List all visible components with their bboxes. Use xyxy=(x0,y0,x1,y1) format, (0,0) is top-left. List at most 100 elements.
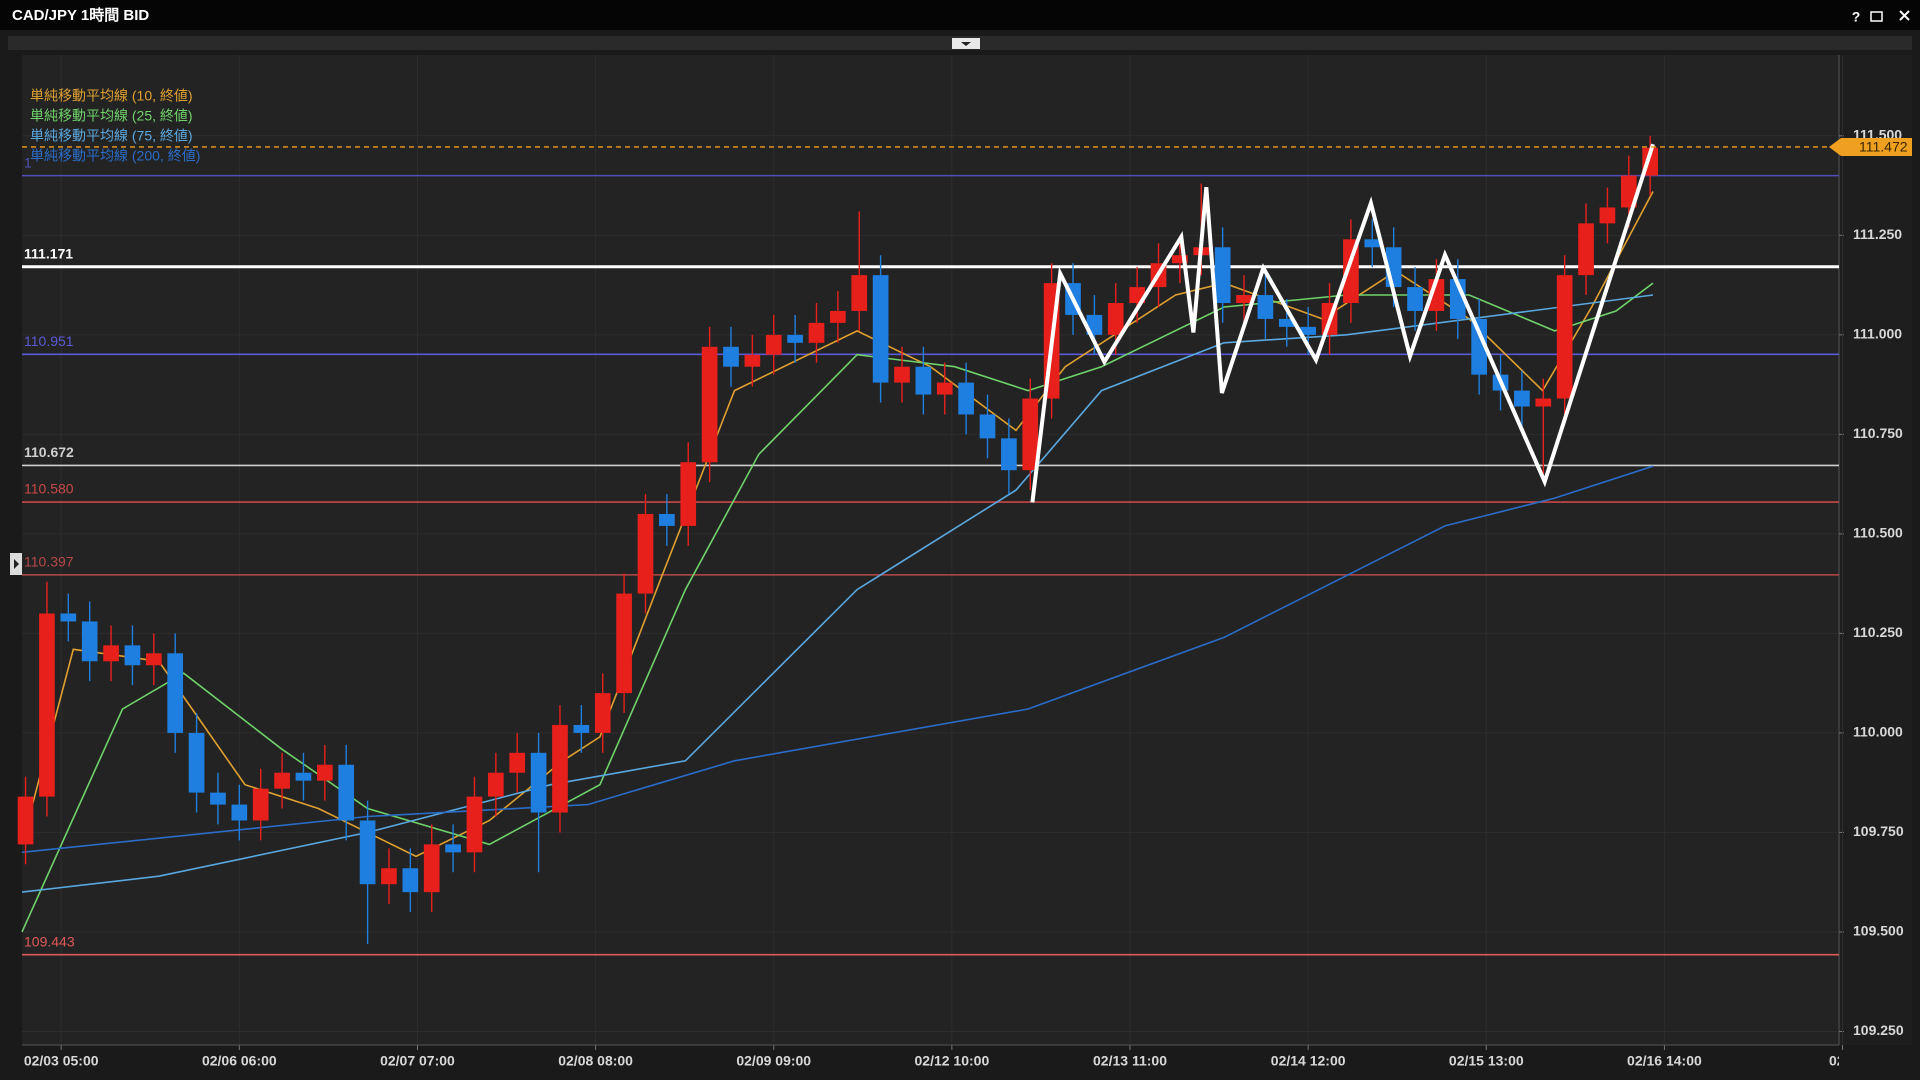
x-tick-label: 02/15 13:00 xyxy=(1449,1053,1524,1069)
candle-body xyxy=(1514,390,1530,407)
close-button[interactable] xyxy=(1899,10,1910,21)
candle-body xyxy=(509,752,526,773)
x-tick-label: 02/07 07:00 xyxy=(380,1053,455,1069)
price-axis xyxy=(1839,55,1912,1045)
candle-body xyxy=(381,868,397,885)
current-price-tag xyxy=(1829,137,1912,156)
current-price-label: 111.472 xyxy=(1859,139,1908,155)
maximize-button[interactable] xyxy=(1870,11,1883,22)
y-tick-label: 110.000 xyxy=(1853,724,1903,740)
x-tick-label: 02/12 10:00 xyxy=(915,1053,990,1069)
level-label: 111.171 xyxy=(24,245,73,261)
plot-area xyxy=(22,55,1839,1045)
candle-body xyxy=(1599,207,1616,224)
x-tick-label: 02/13 11:00 xyxy=(1093,1053,1167,1069)
candle-body xyxy=(1001,438,1017,471)
candle-body xyxy=(723,346,739,367)
candle-body xyxy=(637,513,654,594)
candle-body xyxy=(552,724,568,813)
legend-entry: 単純移動平均線 (200, 終値) xyxy=(30,148,200,164)
candle-body xyxy=(936,382,953,395)
candle-body xyxy=(466,796,483,853)
candle-body xyxy=(979,414,996,439)
candle-body xyxy=(573,724,590,733)
collapse-arrow xyxy=(961,42,971,46)
y-tick-label: 110.500 xyxy=(1853,525,1903,541)
level-label: 110.580 xyxy=(24,481,74,497)
candle-body xyxy=(894,366,910,383)
candle-body xyxy=(402,868,419,893)
candle-body xyxy=(1535,398,1552,407)
x-tick-label: 02/09 09:00 xyxy=(736,1053,811,1069)
candle-body xyxy=(488,772,504,797)
candle-body xyxy=(316,764,333,781)
candle-body xyxy=(295,772,312,781)
x-tick-label: 02/1 xyxy=(1829,1053,1856,1069)
candle-body xyxy=(830,310,846,323)
candle-body xyxy=(701,346,718,463)
level-label: 110.397 xyxy=(24,554,74,570)
candle-body xyxy=(1407,287,1423,311)
candle-body xyxy=(338,764,355,821)
x-tick-label: 02/16 14:00 xyxy=(1627,1053,1702,1069)
window-title: CAD/JPY 1時間 BID xyxy=(12,6,149,24)
candle-body xyxy=(39,613,55,797)
candle-body xyxy=(1556,275,1573,399)
candle-body xyxy=(210,792,226,805)
candle-body xyxy=(787,334,803,343)
candle-body xyxy=(274,772,290,789)
trendline xyxy=(1030,143,1655,503)
candle-body xyxy=(252,788,269,821)
level-label: 109.443 xyxy=(24,933,75,949)
candle-body xyxy=(1257,295,1274,319)
candle-body xyxy=(530,752,547,813)
candle-body xyxy=(616,593,632,694)
candle-body xyxy=(659,513,675,526)
candle-body xyxy=(1300,326,1316,335)
candle-body xyxy=(81,621,98,662)
candle-body xyxy=(680,462,697,526)
side-handle-arrow xyxy=(14,559,19,569)
candle-body xyxy=(188,732,205,793)
candle-body xyxy=(1214,247,1231,303)
y-tick-label: 109.750 xyxy=(1853,823,1904,839)
candle-body xyxy=(359,820,376,885)
candle-body xyxy=(145,653,162,666)
legend-entry: 単純移動平均線 (75, 終値) xyxy=(30,128,193,144)
candle-body xyxy=(958,382,974,415)
x-tick-label: 02/06 06:00 xyxy=(202,1053,277,1069)
y-tick-label: 110.250 xyxy=(1853,624,1903,640)
y-tick-label: 111.000 xyxy=(1853,326,1902,342)
candle-body xyxy=(1278,318,1295,327)
moving-average-line xyxy=(21,282,1654,933)
plot-layer: 109.250 109.500 109.750 110.000 110.250 110.5… xyxy=(17,55,1912,1069)
candle-body xyxy=(423,844,440,893)
moving-average-line xyxy=(21,465,1654,854)
candle-body xyxy=(1236,295,1252,303)
x-tick-label: 02/08 08:00 xyxy=(558,1053,633,1069)
candle-body xyxy=(1343,239,1359,303)
title-bar xyxy=(0,0,1920,30)
candle-body xyxy=(872,275,889,383)
candle-body xyxy=(167,653,184,733)
level-label: 110.951 xyxy=(24,333,74,349)
candle-body xyxy=(1471,318,1488,375)
y-tick-label: 110.750 xyxy=(1853,425,1903,441)
candle-body xyxy=(124,645,141,666)
candle-body xyxy=(445,844,461,853)
x-tick-label: 02/14 12:00 xyxy=(1271,1053,1346,1069)
candle-body xyxy=(1620,175,1637,208)
candle-body xyxy=(1364,239,1381,248)
level-label: 1 xyxy=(24,154,32,170)
candle-body xyxy=(915,366,932,395)
candle-body xyxy=(103,645,119,662)
candle-body xyxy=(765,334,782,355)
help-button[interactable]: ? xyxy=(1852,9,1861,25)
candle-body xyxy=(17,796,34,845)
y-tick-label: 109.250 xyxy=(1853,1022,1904,1038)
candle-body xyxy=(1172,255,1188,264)
x-tick-label: 02/03 05:00 xyxy=(24,1053,99,1069)
moving-average-line xyxy=(21,294,1654,893)
